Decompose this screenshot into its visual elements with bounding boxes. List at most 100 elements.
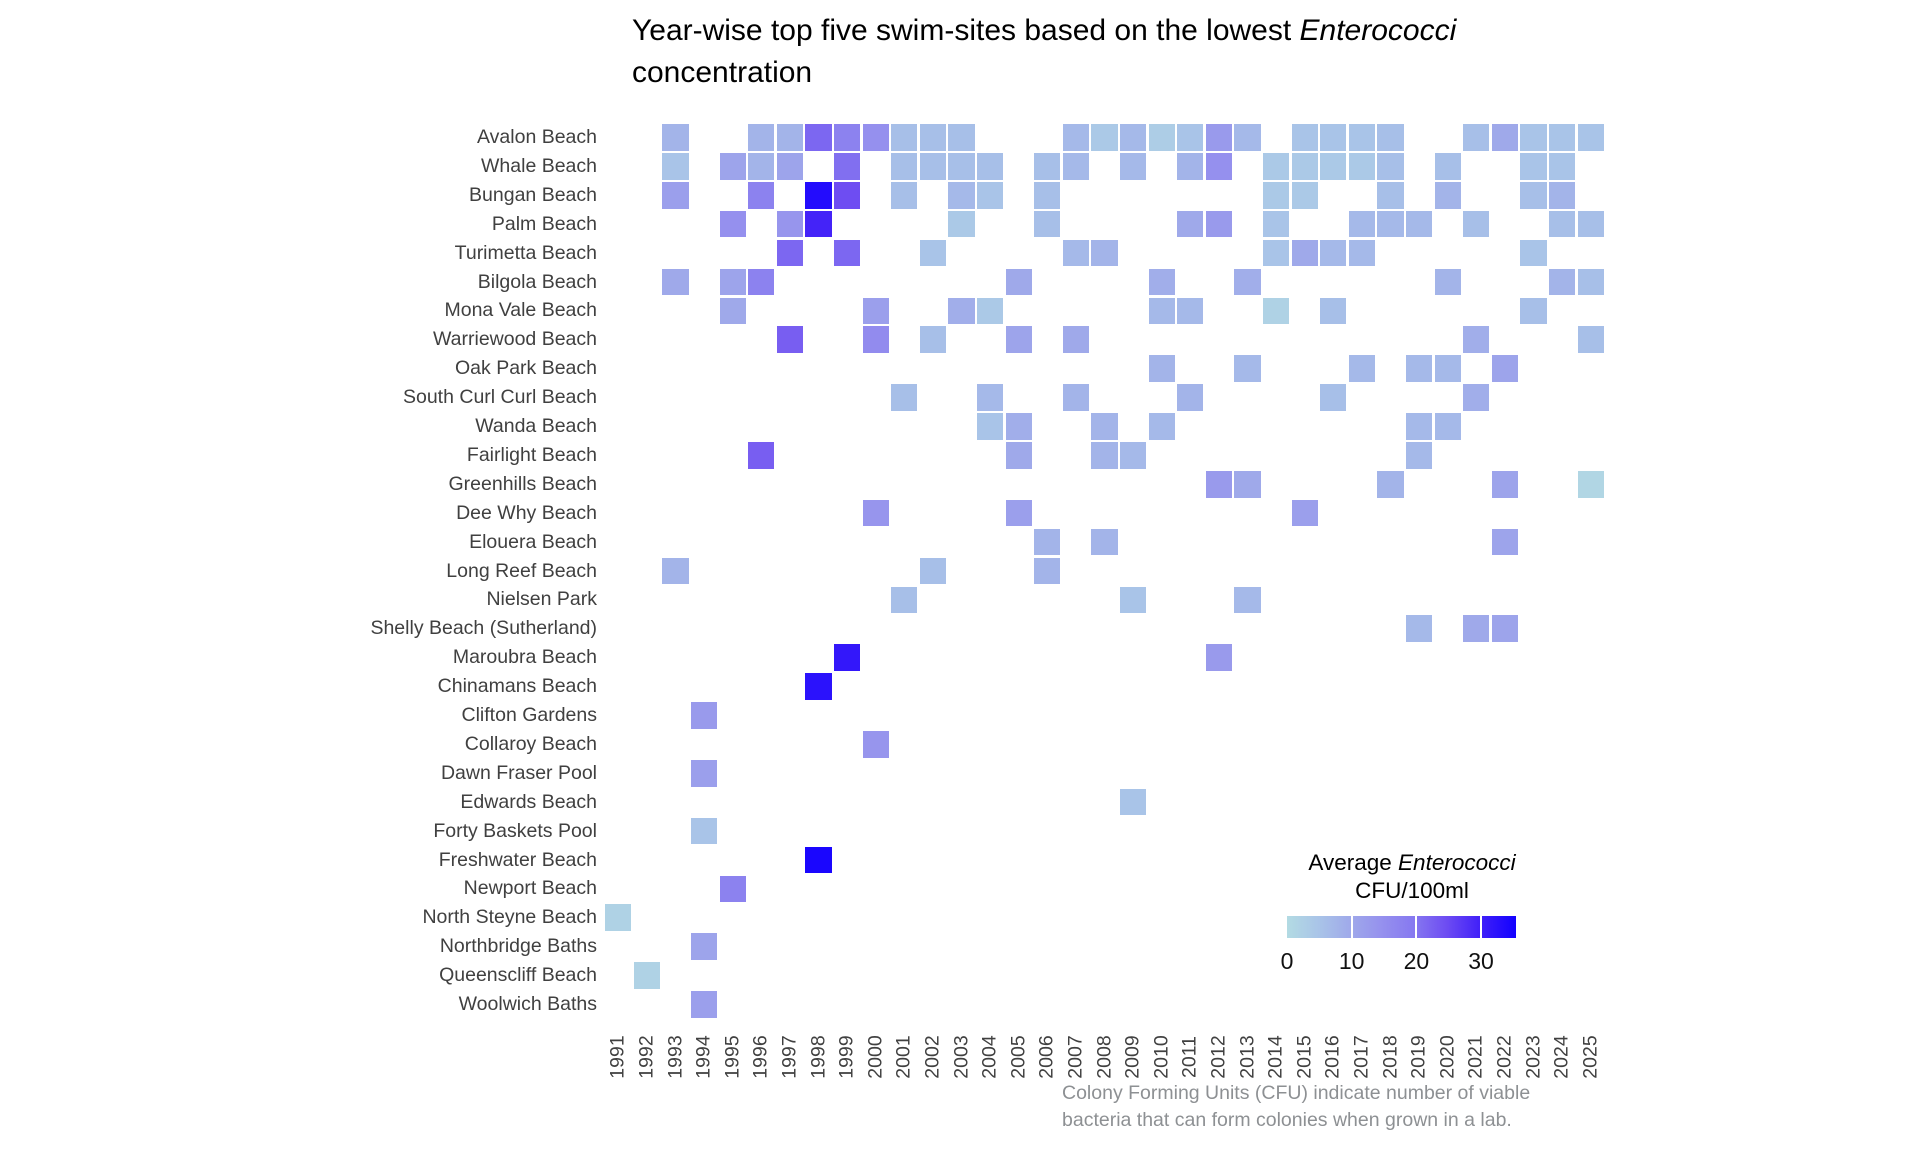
heatmap-cell	[776, 124, 804, 151]
heatmap-cell	[891, 124, 918, 151]
caption-line1: Colony Forming Units (CFU) indicate numb…	[1062, 1082, 1531, 1104]
heatmap-cell	[719, 210, 746, 238]
heatmap-cell	[1348, 124, 1376, 151]
heatmap-cell	[719, 875, 746, 903]
heatmap-cell	[1091, 413, 1118, 440]
heatmap-cell	[690, 991, 718, 1018]
heatmap-cell	[1291, 124, 1318, 151]
heatmap-cell	[919, 239, 947, 267]
heatmap-cell	[1034, 557, 1061, 585]
heatmap-cell	[1377, 153, 1404, 180]
heatmap-cell	[1463, 326, 1490, 354]
y-axis-label: Turimetta Beach	[454, 241, 597, 264]
heatmap-cell	[1062, 153, 1090, 180]
x-axis-label: 2008	[1093, 1035, 1115, 1079]
legend-tick-mark	[1415, 916, 1418, 938]
legend-title-italic-word: Enterococci	[1398, 850, 1516, 875]
heatmap-cell	[948, 153, 975, 180]
heatmap-cell	[719, 297, 746, 325]
y-axis-label: Maroubra Beach	[452, 646, 597, 669]
heatmap-cell	[1520, 297, 1547, 325]
y-axis-label: Elouera Beach	[469, 530, 597, 553]
heatmap-cell	[1491, 615, 1519, 643]
heatmap-cell	[1005, 442, 1032, 469]
heatmap-cell	[1320, 384, 1347, 411]
heatmap-cell	[748, 268, 775, 296]
heatmap-cell	[805, 124, 832, 151]
heatmap-cell	[948, 124, 975, 151]
x-axis-label: 1999	[835, 1035, 858, 1079]
heatmap-cell	[1177, 210, 1204, 238]
heatmap-cell	[976, 181, 1004, 209]
y-axis-label: Freshwater Beach	[438, 848, 597, 871]
heatmap-cell	[1320, 153, 1347, 180]
heatmap-cell	[1463, 384, 1490, 411]
y-axis-label: Bungan Beach	[469, 183, 597, 206]
heatmap-cell	[690, 817, 718, 845]
x-axis-label: 2001	[892, 1035, 915, 1079]
heatmap-cell	[1005, 326, 1032, 354]
x-axis-label: 2013	[1236, 1035, 1258, 1079]
x-axis-label: 1994	[692, 1035, 715, 1079]
x-axis-label: 2002	[921, 1035, 944, 1079]
legend-tick-label: 0	[1280, 948, 1294, 974]
heatmap-cell	[1491, 124, 1519, 151]
heatmap-cell	[719, 268, 746, 296]
legend-tick-label: 10	[1338, 948, 1365, 974]
heatmap-cell	[1034, 210, 1061, 238]
y-axis-label: Newport Beach	[463, 877, 597, 900]
heatmap-cell	[1405, 210, 1433, 238]
heatmap-cell	[1405, 413, 1433, 440]
y-axis-label: Woolwich Baths	[458, 993, 597, 1015]
y-axis-label: Long Reef Beach	[446, 559, 597, 582]
y-axis-label: Warriewood Beach	[432, 328, 597, 351]
heatmap-cell	[1091, 239, 1118, 267]
heatmap-cell	[662, 153, 689, 180]
heatmap-cell	[1577, 210, 1604, 238]
heatmap-cell	[1234, 268, 1261, 296]
heatmap-cell	[662, 557, 689, 585]
heatmap-cell	[1205, 124, 1233, 151]
legend-tick-label: 30	[1468, 948, 1494, 974]
heatmap-cell	[862, 326, 889, 354]
heatmap-cell	[1062, 384, 1090, 411]
heatmap-cell	[805, 210, 832, 238]
x-axis-label: 2025	[1579, 1035, 1602, 1079]
heatmap-cell	[748, 153, 775, 180]
title-text: Year-wise top five swim-sites based on t…	[632, 14, 1300, 47]
legend-gradient-bar	[1287, 916, 1516, 938]
heatmap-cell	[1177, 153, 1204, 180]
heatmap-cell	[1463, 615, 1490, 643]
heatmap-cell	[1291, 499, 1318, 527]
heatmap-cell	[919, 124, 947, 151]
heatmap-cell	[862, 124, 889, 151]
y-axis-label: Dawn Fraser Pool	[440, 761, 597, 784]
heatmap-cell	[976, 153, 1004, 180]
heatmap-cell	[1348, 210, 1376, 238]
caption-line2: bacteria that can form colonies when gro…	[1062, 1109, 1512, 1131]
heatmap-cell	[1234, 124, 1261, 151]
heatmap-cell	[891, 181, 918, 209]
heatmap-cell	[1119, 788, 1147, 816]
heatmap-cell	[976, 413, 1004, 440]
y-axis-label: Chinamans Beach	[437, 675, 597, 698]
y-axis-label: Shelly Beach (Sutherland)	[370, 617, 597, 640]
heatmap-cell	[1262, 181, 1290, 209]
x-axis-label: 2000	[864, 1035, 887, 1079]
heatmap-cell	[1491, 470, 1519, 498]
heatmap-cell	[719, 153, 746, 180]
y-axis-label: Northbridge Baths	[439, 935, 597, 958]
y-axis-label: Avalon Beach	[477, 126, 597, 148]
heatmap-cell	[833, 181, 861, 209]
x-axis-label: 1995	[721, 1035, 744, 1079]
heatmap-cell	[1491, 528, 1519, 556]
heatmap-cell	[1577, 326, 1604, 354]
y-axis-label: Fairlight Beach	[466, 443, 597, 466]
x-axis-label: 2020	[1436, 1035, 1459, 1079]
heatmap-cell	[1405, 615, 1433, 643]
heatmap-cell	[1205, 470, 1233, 498]
heatmap-cell	[1119, 153, 1147, 180]
heatmap-cell	[776, 210, 804, 238]
heatmap-cell	[948, 297, 975, 325]
